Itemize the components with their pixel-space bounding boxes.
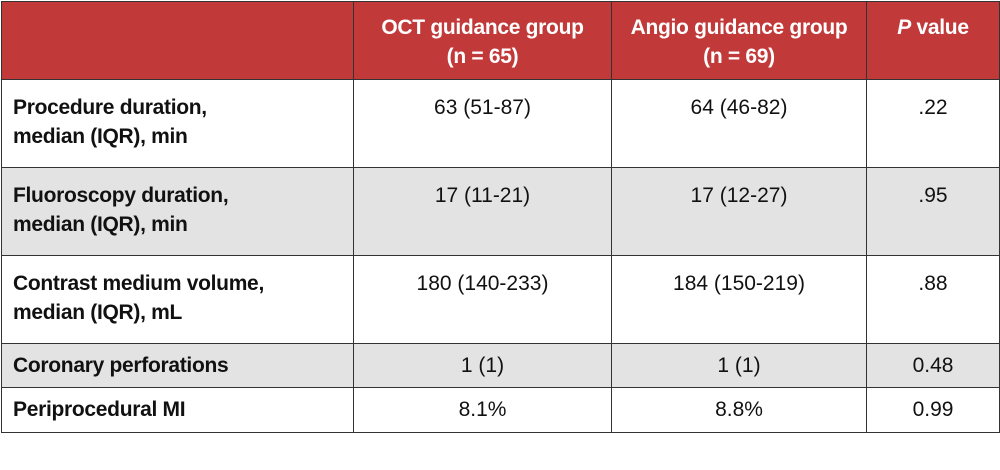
table-header: OCT guidance group (n = 65) Angio guidan… bbox=[1, 1, 1000, 80]
table-row: Contrast medium volume, median (IQR), mL… bbox=[1, 255, 1000, 344]
table-body: Procedure duration, median (IQR), min 63… bbox=[1, 79, 1000, 433]
table-row: Periprocedural MI 8.1% 8.8% 0.99 bbox=[1, 387, 1000, 433]
oct-value-cell: 17 (11-21) bbox=[353, 167, 612, 256]
p-value-cell: 0.48 bbox=[866, 343, 1000, 388]
header-blank-cell bbox=[1, 1, 354, 80]
row-label: Fluoroscopy duration, median (IQR), min bbox=[1, 167, 354, 256]
row-label-line1: Procedure duration, bbox=[13, 96, 207, 119]
header-angio-n: (n = 69) bbox=[703, 45, 775, 68]
header-p-value: P value bbox=[866, 1, 1000, 80]
angio-value-cell: 8.8% bbox=[611, 387, 867, 433]
table-row: Fluoroscopy duration, median (IQR), min … bbox=[1, 167, 1000, 256]
oct-value-cell: 1 (1) bbox=[353, 343, 612, 388]
header-oct-group: OCT guidance group (n = 65) bbox=[353, 1, 612, 80]
row-label-line1: Fluoroscopy duration, bbox=[13, 184, 229, 207]
p-value-cell: .95 bbox=[866, 167, 1000, 256]
table-row: Procedure duration, median (IQR), min 63… bbox=[1, 79, 1000, 168]
oct-value-cell: 180 (140-233) bbox=[353, 255, 612, 344]
header-angio-title: Angio guidance group bbox=[630, 16, 848, 39]
header-angio-group: Angio guidance group (n = 69) bbox=[611, 1, 867, 80]
row-label-line1: Contrast medium volume, bbox=[13, 272, 264, 295]
angio-value-cell: 184 (150-219) bbox=[611, 255, 867, 344]
row-label-line2: median (IQR), mL bbox=[13, 301, 183, 324]
header-p-italic: P bbox=[897, 16, 911, 39]
oct-value-cell: 8.1% bbox=[353, 387, 612, 433]
row-label-line2: median (IQR), min bbox=[13, 213, 188, 236]
p-value-cell: .88 bbox=[866, 255, 1000, 344]
row-label: Coronary perforations bbox=[1, 343, 354, 388]
oct-value-cell: 63 (51-87) bbox=[353, 79, 612, 168]
p-value-cell: 0.99 bbox=[866, 387, 1000, 433]
header-oct-n: (n = 65) bbox=[446, 45, 519, 68]
header-p-rest: value bbox=[910, 16, 970, 39]
row-label: Contrast medium volume, median (IQR), mL bbox=[1, 255, 354, 344]
angio-value-cell: 1 (1) bbox=[611, 343, 867, 388]
row-label-line2: median (IQR), min bbox=[13, 125, 188, 148]
procedural-outcomes-table: OCT guidance group (n = 65) Angio guidan… bbox=[1, 1, 1000, 433]
angio-value-cell: 64 (46-82) bbox=[611, 79, 867, 168]
header-oct-title: OCT guidance group bbox=[381, 16, 584, 39]
angio-value-cell: 17 (12-27) bbox=[611, 167, 867, 256]
table-row: Coronary perforations 1 (1) 1 (1) 0.48 bbox=[1, 343, 1000, 388]
header-row: OCT guidance group (n = 65) Angio guidan… bbox=[1, 1, 1000, 80]
row-label: Procedure duration, median (IQR), min bbox=[1, 79, 354, 168]
p-value-cell: .22 bbox=[866, 79, 1000, 168]
row-label: Periprocedural MI bbox=[1, 387, 354, 433]
